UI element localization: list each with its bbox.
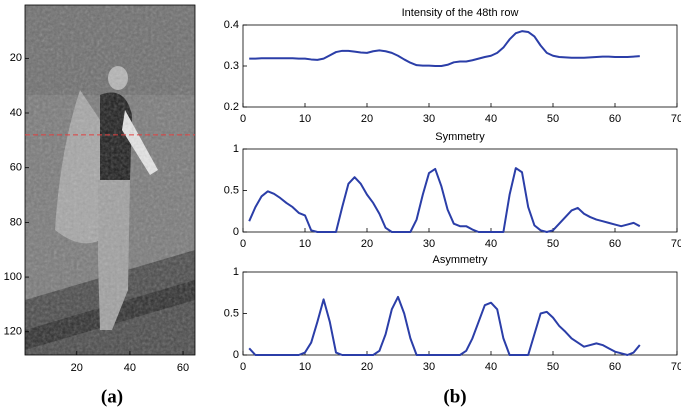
x-tick-label: 40 [485,238,497,250]
caption: (a) [101,386,123,407]
x-tick-label: 0 [240,113,246,125]
x-tick-label: 50 [547,113,559,125]
chart-title: Symmetry [435,131,485,143]
x-tick-label: 70 [671,113,681,125]
x-tick-label: 30 [423,238,435,250]
y-tick-label: 1 [233,266,239,278]
y-tick-label: 0 [233,349,239,361]
data-line [249,30,640,67]
x-tick-label: 60 [609,113,621,125]
x-tick-label: 0 [240,361,246,373]
y-tick-label: 100 [4,271,22,283]
chart-title: Intensity of the 48th row [402,7,519,19]
x-tick-label: 60 [609,238,621,250]
axes-box [242,271,678,356]
photo [25,5,195,355]
data-line [248,295,641,356]
x-tick-label: 40 [485,361,497,373]
y-tick-label: 120 [4,326,22,338]
axes-box [242,24,678,108]
x-tick-label: 20 [71,362,83,374]
x-tick-label: 20 [361,361,373,373]
axes-box [242,148,678,233]
x-tick-label: 30 [423,361,435,373]
image-frame [24,4,196,356]
x-tick-label: 40 [485,113,497,125]
x-tick-label: 50 [547,238,559,250]
x-tick-label: 0 [240,238,246,250]
x-tick-label: 10 [299,361,311,373]
y-tick-label: 1 [233,143,239,155]
y-tick-label: 0.4 [224,19,239,31]
x-tick-label: 20 [361,113,373,125]
x-tick-label: 70 [671,361,681,373]
y-tick-label: 0.3 [224,60,239,72]
x-tick-label: 60 [609,361,621,373]
y-tick-label: 0.5 [224,307,239,319]
y-tick-label: 40 [10,107,22,119]
y-tick-label: 80 [10,216,22,228]
x-tick-label: 20 [361,238,373,250]
x-tick-label: 10 [299,113,311,125]
y-tick-label: 0.5 [224,184,239,196]
y-tick-label: 0.2 [224,101,239,113]
x-tick-label: 10 [299,238,311,250]
y-tick-label: 60 [10,162,22,174]
x-tick-label: 50 [547,361,559,373]
chart-title: Asymmetry [433,254,489,266]
y-tick-label: 20 [10,52,22,64]
x-tick-label: 60 [177,362,189,374]
caption: (b) [443,386,466,407]
y-tick-label: 0 [233,226,239,238]
x-tick-label: 40 [124,362,136,374]
x-tick-label: 70 [671,238,681,250]
x-tick-label: 30 [423,113,435,125]
data-line [248,167,641,233]
